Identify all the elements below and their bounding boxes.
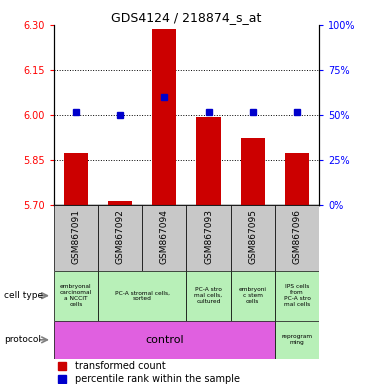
Text: GSM867091: GSM867091 bbox=[71, 209, 81, 264]
Bar bbox=[275, 271, 319, 321]
Text: PC-A stromal cells,
sorted: PC-A stromal cells, sorted bbox=[115, 290, 170, 301]
Bar bbox=[108, 201, 132, 205]
Text: GSM867096: GSM867096 bbox=[292, 209, 302, 264]
Bar bbox=[54, 205, 98, 271]
Bar bbox=[98, 205, 142, 271]
Text: PC-A stro
mal cells,
cultured: PC-A stro mal cells, cultured bbox=[194, 287, 223, 304]
Bar bbox=[142, 205, 186, 271]
Bar bbox=[285, 153, 309, 205]
Text: embryonal
carcinomal
a NCCIT
cells: embryonal carcinomal a NCCIT cells bbox=[60, 285, 92, 307]
Bar bbox=[231, 271, 275, 321]
Bar bbox=[186, 271, 231, 321]
Bar bbox=[231, 205, 275, 271]
Title: GDS4124 / 218874_s_at: GDS4124 / 218874_s_at bbox=[111, 11, 262, 24]
Text: reprogram
ming: reprogram ming bbox=[281, 334, 312, 345]
Text: GSM867095: GSM867095 bbox=[248, 209, 257, 264]
Bar bbox=[240, 138, 265, 205]
Bar bbox=[196, 117, 221, 205]
Text: protocol: protocol bbox=[4, 335, 41, 344]
Bar bbox=[275, 205, 319, 271]
Bar bbox=[275, 321, 319, 359]
Text: embryoni
c stem
cells: embryoni c stem cells bbox=[239, 287, 267, 304]
Bar bbox=[54, 321, 275, 359]
Text: GSM867093: GSM867093 bbox=[204, 209, 213, 264]
Bar bbox=[98, 271, 186, 321]
Bar bbox=[152, 30, 177, 205]
Text: percentile rank within the sample: percentile rank within the sample bbox=[75, 374, 240, 384]
Text: transformed count: transformed count bbox=[75, 361, 166, 371]
Text: cell type: cell type bbox=[4, 291, 43, 300]
Bar bbox=[54, 271, 98, 321]
Text: GSM867094: GSM867094 bbox=[160, 209, 169, 263]
Bar bbox=[64, 153, 88, 205]
Bar bbox=[186, 205, 231, 271]
Text: GSM867092: GSM867092 bbox=[116, 209, 125, 263]
Text: IPS cells
from
PC-A stro
mal cells: IPS cells from PC-A stro mal cells bbox=[283, 285, 311, 307]
Text: control: control bbox=[145, 335, 184, 345]
